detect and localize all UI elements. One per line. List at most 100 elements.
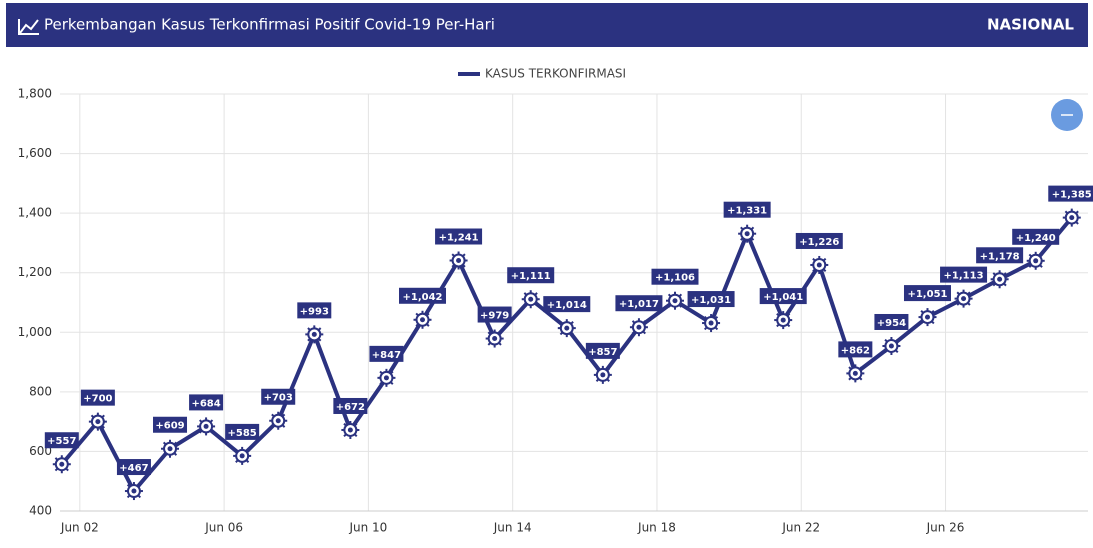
marker-core (420, 317, 426, 323)
marker-core (888, 343, 894, 349)
data-label-box (369, 345, 404, 362)
data-label-box (838, 341, 873, 358)
zoom-out-button[interactable] (1051, 99, 1083, 131)
data-label: +703 (264, 393, 293, 404)
header-region: NASIONAL (987, 16, 1074, 34)
x-tick-label: Jun 10 (348, 521, 387, 535)
data-label: +954 (877, 318, 906, 329)
data-label: +1,331 (727, 206, 767, 217)
virus-marker (413, 310, 432, 329)
chart-icon (18, 19, 39, 35)
virus-marker (918, 308, 937, 327)
virus-marker (1062, 208, 1081, 227)
data-label: +1,041 (763, 292, 803, 303)
data-label-box (795, 232, 843, 249)
x-tick-label: Jun 26 (926, 521, 965, 535)
marker-core (275, 418, 281, 424)
data-label-box (615, 295, 663, 312)
virus-marker (449, 251, 468, 270)
virus-marker (269, 411, 288, 430)
data-label-box (399, 287, 447, 304)
y-tick-label: 800 (29, 384, 52, 398)
data-label: +585 (228, 428, 257, 439)
data-label-box (297, 302, 332, 319)
data-label: +979 (480, 311, 509, 322)
data-label: +609 (155, 421, 184, 432)
header-bar (6, 3, 1088, 47)
virus-marker (882, 336, 901, 355)
data-label: +862 (841, 345, 870, 356)
data-label-box (940, 266, 988, 283)
virus-marker (557, 319, 576, 338)
data-label: +1,031 (691, 295, 731, 306)
marker-core (131, 488, 137, 494)
data-label-box (903, 285, 951, 302)
virus-marker (629, 318, 648, 337)
data-label: +1,178 (980, 251, 1020, 262)
marker-core (239, 453, 245, 459)
data-label-box (543, 296, 591, 313)
marker-core (708, 320, 714, 326)
data-label-box (651, 268, 699, 285)
marker-core (564, 325, 570, 331)
legend-label: KASUS TERKONFIRMASI (485, 67, 626, 81)
data-label-box (80, 389, 115, 406)
marker-core (852, 370, 858, 376)
y-tick-label: 1,800 (18, 87, 52, 101)
data-label: +700 (83, 394, 112, 405)
marker-core (961, 296, 967, 302)
x-tick-label: Jun 06 (204, 521, 243, 535)
marker-core (311, 331, 317, 337)
marker-core (744, 231, 750, 237)
data-label: +857 (588, 347, 617, 358)
virus-marker (341, 420, 360, 439)
marker-core (95, 419, 101, 425)
marker-core (347, 427, 353, 433)
marker-core (816, 262, 822, 268)
virus-marker (990, 270, 1009, 289)
virus-marker (593, 365, 612, 384)
x-tick-label: Jun 14 (493, 521, 532, 535)
data-label-box (261, 388, 296, 405)
data-label-box (759, 288, 807, 305)
marker-core (924, 314, 930, 320)
y-tick-label: 400 (29, 504, 52, 518)
data-label-box (333, 397, 368, 414)
data-label: +1,106 (655, 273, 695, 284)
y-tick-label: 1,400 (18, 206, 52, 220)
virus-marker (88, 412, 107, 431)
virus-marker (124, 482, 143, 501)
marker-core (1069, 215, 1075, 221)
virus-marker (161, 439, 180, 458)
virus-marker (377, 368, 396, 387)
virus-marker (197, 417, 216, 436)
series-line (60, 216, 1074, 494)
virus-marker (305, 325, 324, 344)
marker-core (59, 461, 65, 467)
data-label: +1,051 (907, 289, 947, 300)
marker-core (1033, 258, 1039, 264)
marker-core (383, 375, 389, 381)
data-label: +1,385 (1052, 190, 1092, 201)
virus-marker (846, 364, 865, 383)
data-label: +1,014 (547, 300, 587, 311)
virus-marker (738, 224, 757, 243)
virus-marker (52, 455, 71, 474)
data-label: +684 (191, 398, 220, 409)
data-label: +1,241 (439, 233, 479, 244)
y-tick-label: 1,200 (18, 265, 52, 279)
virus-marker (233, 446, 252, 465)
data-label-box (477, 306, 512, 323)
y-tick-label: 1,000 (18, 325, 52, 339)
data-label-box (687, 291, 735, 308)
virus-marker (1026, 251, 1045, 270)
marker-core (456, 258, 462, 264)
y-tick-label: 1,600 (18, 146, 52, 160)
data-label-box (976, 247, 1024, 264)
data-label: +1,111 (511, 271, 551, 282)
data-label: +1,017 (619, 299, 659, 310)
data-label-box (225, 423, 260, 440)
marker-core (203, 423, 209, 429)
data-label-box (435, 228, 483, 245)
